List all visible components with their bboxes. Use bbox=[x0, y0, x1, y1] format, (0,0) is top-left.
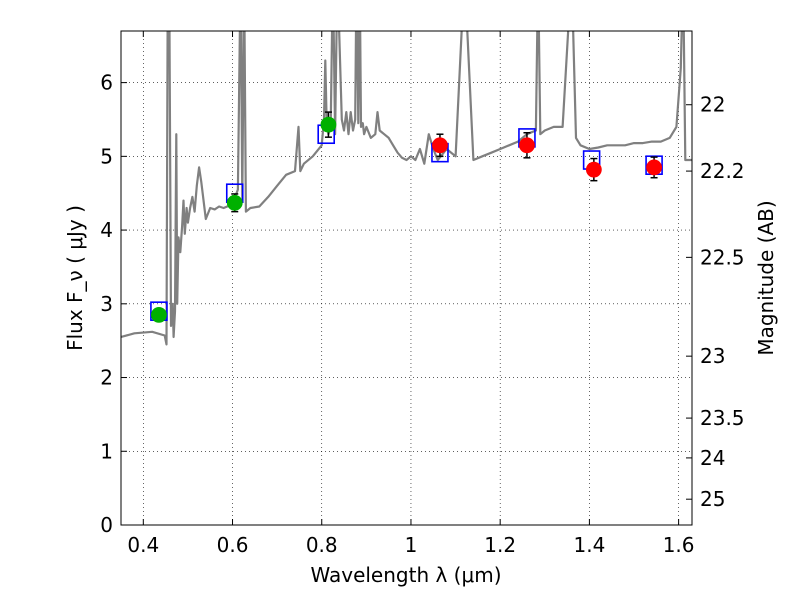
y-tick-label: 1 bbox=[100, 439, 113, 463]
ticks: 0.4 0.6 0.8 1 1.2 1.4 1.601234562222.222.52323… bbox=[100, 31, 745, 557]
x-tick-label: 0.6 bbox=[217, 533, 249, 557]
y-right-tick-label: 22 bbox=[700, 93, 725, 117]
y-right-tick-label: 23.5 bbox=[700, 406, 745, 430]
y-right-tick-label: 24 bbox=[700, 446, 725, 470]
data-point bbox=[585, 161, 602, 178]
spectrum-line bbox=[121, 31, 692, 346]
x-tick-label: 1.6 bbox=[663, 533, 695, 557]
data-point bbox=[519, 137, 535, 154]
y-tick-label: 5 bbox=[100, 144, 113, 168]
y-tick-label: 3 bbox=[100, 292, 113, 316]
plot-frame bbox=[120, 30, 693, 526]
x-axis-label: Wavelength λ (μm) bbox=[310, 563, 501, 587]
y-right-tick-label: 25 bbox=[700, 487, 725, 511]
x-tick-label: 0.4 bbox=[127, 533, 159, 557]
markers bbox=[150, 111, 663, 323]
data-point bbox=[646, 159, 662, 176]
x-tick-label: 1.4 bbox=[573, 533, 605, 557]
x-tick-label: 1.2 bbox=[484, 533, 516, 557]
y-axis-label: Flux F_ν ( μJy ) bbox=[63, 205, 87, 351]
data-point bbox=[432, 137, 448, 154]
x-tick-label: 1 bbox=[405, 533, 418, 557]
y-right-tick-label: 22.2 bbox=[700, 159, 745, 183]
y-tick-label: 6 bbox=[100, 71, 113, 95]
data-point bbox=[226, 194, 243, 211]
y-tick-label: 0 bbox=[100, 513, 113, 537]
y-right-tick-label: 23 bbox=[700, 344, 725, 368]
y-tick-label: 2 bbox=[100, 366, 113, 390]
plot-area bbox=[121, 31, 692, 346]
data-point bbox=[151, 306, 167, 323]
data-point bbox=[320, 116, 337, 133]
x-tick-label: 0.8 bbox=[306, 533, 338, 557]
y-tick-label: 4 bbox=[100, 218, 113, 242]
y-axis-right-label: Magnitude (AB) bbox=[754, 200, 778, 355]
y-right-tick-label: 22.5 bbox=[700, 245, 745, 269]
